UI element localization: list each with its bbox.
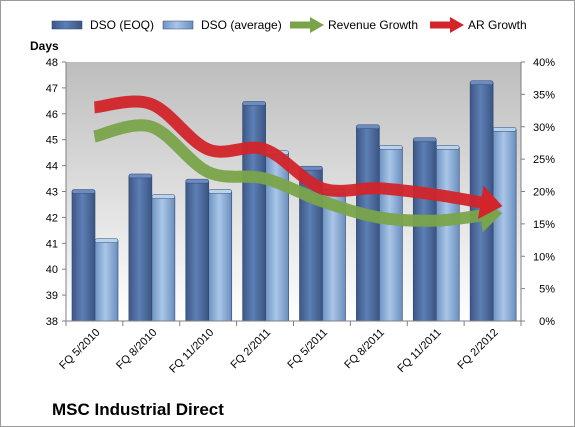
bar-top-cap [128, 173, 153, 179]
y-left-tick-label: 43 [46, 187, 58, 199]
y-right-tick-label: 30% [533, 122, 555, 134]
y-left-tick-label: 44 [46, 161, 58, 173]
legend-label-dso-average: DSO (average) [201, 18, 282, 32]
legend-swatch-dso-eoq [51, 20, 83, 30]
bar-dso-eoq [356, 126, 380, 322]
bar-dso-average [492, 129, 517, 322]
bar-top-cap [71, 189, 96, 194]
legend-arrowhead-ar-growth [450, 17, 464, 33]
legend-label-revenue-growth: Revenue Growth [328, 18, 418, 32]
line-revenue-growth [92, 119, 486, 227]
y-axis-label: Days [30, 39, 59, 53]
bar-top-cap [94, 238, 119, 243]
bar-dso-eoq [185, 180, 210, 322]
bar-dso-average [208, 191, 233, 322]
y-right-tick-label: 15% [533, 219, 555, 231]
bar-top-cap [436, 145, 460, 150]
line-ar-growth [93, 95, 486, 210]
legend-label-ar-growth: AR Growth [468, 18, 527, 32]
bar-top-cap [242, 101, 266, 106]
legend-label-dso-eoq: DSO (EOQ) [90, 18, 154, 32]
arrowhead-ar-growth [477, 185, 503, 220]
y-left-tick-label: 46 [46, 109, 58, 121]
bar-top-cap [208, 189, 232, 194]
y-left-tick-label: 40 [46, 264, 58, 276]
y-left-tick-label: 48 [46, 57, 58, 69]
y-right-tick-label: 20% [533, 187, 555, 199]
legend-swatch-dso-average [162, 20, 194, 30]
bar-dso-average [379, 147, 403, 322]
y-right-tick-label: 25% [533, 154, 555, 166]
y-left-tick-label: 42 [46, 212, 58, 224]
y-right-tick-label: 35% [533, 89, 555, 101]
bar-dso-average [435, 147, 460, 322]
y-left-tick-label: 39 [46, 290, 58, 302]
bar-dso-eoq [242, 103, 266, 322]
bar-dso-average [151, 196, 176, 322]
bar-top-cap [469, 80, 494, 85]
y-right-tick-label: 40% [533, 57, 555, 69]
y-left-tick-label: 45 [46, 135, 58, 147]
bar-top-cap [185, 178, 209, 184]
bar-top-cap [151, 194, 176, 199]
y-right-tick-label: 5% [539, 284, 555, 296]
y-right-tick-label: 10% [533, 251, 555, 263]
bar-dso-eoq [128, 175, 153, 322]
lines-layer [92, 95, 503, 233]
bar-top-cap [356, 124, 380, 129]
y-left-tick-label: 41 [46, 238, 58, 250]
bar-top-cap [413, 137, 437, 142]
bar-top-cap [379, 145, 403, 150]
bar-dso-eoq [71, 191, 96, 322]
chart-title: MSC Industrial Direct [52, 400, 224, 419]
bar-dso-eoq [412, 139, 437, 322]
y-left-tick-label: 38 [46, 316, 58, 328]
bar-top-cap [492, 127, 517, 132]
legend-arrowhead-revenue-growth [310, 17, 324, 33]
bar-dso-average [94, 240, 119, 322]
legend: DSO (EOQ) DSO (average) Revenue Growth AR G… [51, 17, 527, 33]
y-right-tick-label: 0% [539, 316, 555, 328]
y-left-tick-label: 47 [46, 83, 58, 95]
